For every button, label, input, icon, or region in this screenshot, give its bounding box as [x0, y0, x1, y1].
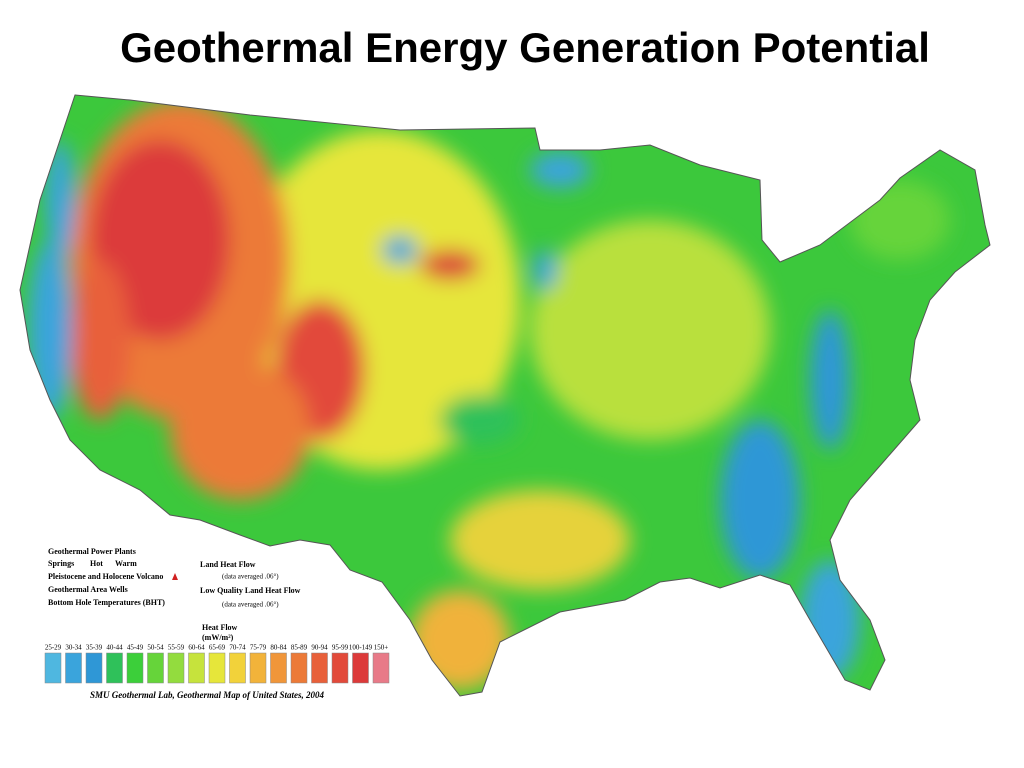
scale-label: 50-54: [147, 644, 164, 652]
credit: SMU Geothermal Lab, Geothermal Map of Un…: [90, 690, 325, 700]
scale-label: 30-34: [65, 644, 82, 652]
title: Geothermal Energy Generation Potential: [120, 24, 930, 71]
legend-item: Geothermal Area Wells: [48, 585, 128, 594]
legend-item: Bottom Hole Temperatures (BHT): [48, 598, 165, 607]
scale-swatch: [85, 652, 103, 684]
scale-label: 90-94: [311, 644, 328, 652]
scale-label: 100-149: [349, 644, 373, 652]
scale-label: 65-69: [209, 644, 226, 652]
scale-swatch: [65, 652, 82, 684]
scale-label: 70-74: [229, 644, 246, 652]
scale-swatch: [352, 652, 369, 684]
scale-swatch: [372, 652, 390, 684]
scale-label: 75-79: [250, 644, 267, 652]
scale-swatch: [188, 652, 205, 684]
scale-swatch: [208, 652, 226, 684]
scale-label: 150+: [374, 644, 389, 652]
scale-label: 85-89: [291, 644, 308, 652]
scale-label: 35-39: [86, 644, 103, 652]
scale-swatch: [167, 652, 185, 684]
scale-label: 25-29: [45, 644, 62, 652]
scale-unit: (mW/m²): [202, 633, 234, 642]
scale-swatch: [229, 652, 246, 684]
scale-swatch: [249, 652, 267, 684]
scale-swatch: [290, 652, 308, 684]
legend-item: Pleistocene and Holocene Volcano: [48, 572, 163, 581]
scale-label: 55-59: [168, 644, 185, 652]
legend-item: Low Quality Land Heat Flow: [200, 586, 301, 595]
scale-swatch: [126, 652, 144, 684]
legend-item: Hot: [90, 559, 103, 568]
scale-label: 80-84: [270, 644, 287, 652]
scale-swatch: [311, 652, 328, 684]
legend-item: Geothermal Power Plants: [48, 547, 136, 556]
scale-label: 95-99: [332, 644, 349, 652]
scale-swatch: [331, 652, 349, 684]
scale-swatch: [44, 652, 62, 684]
scale-label: 60-64: [188, 644, 205, 652]
legend-note: (data averaged .06°): [222, 573, 279, 581]
legend-item: Springs: [48, 559, 74, 568]
legend-item: Land Heat Flow: [200, 560, 256, 569]
scale-swatch: [147, 652, 164, 684]
scale-label: 40-44: [106, 644, 123, 652]
heat-flow-map: [20, 95, 990, 696]
legend-item: Warm: [115, 559, 137, 568]
scale-title: Heat Flow: [202, 623, 238, 632]
legend: Geothermal Power Plants Springs Hot Warm…: [44, 547, 390, 700]
scale-swatch: [106, 652, 123, 684]
volcano-icon: [172, 573, 178, 580]
scale-label: 45-49: [127, 644, 144, 652]
scale-swatch: [270, 652, 287, 684]
legend-note: (data averaged .06°): [222, 601, 279, 609]
